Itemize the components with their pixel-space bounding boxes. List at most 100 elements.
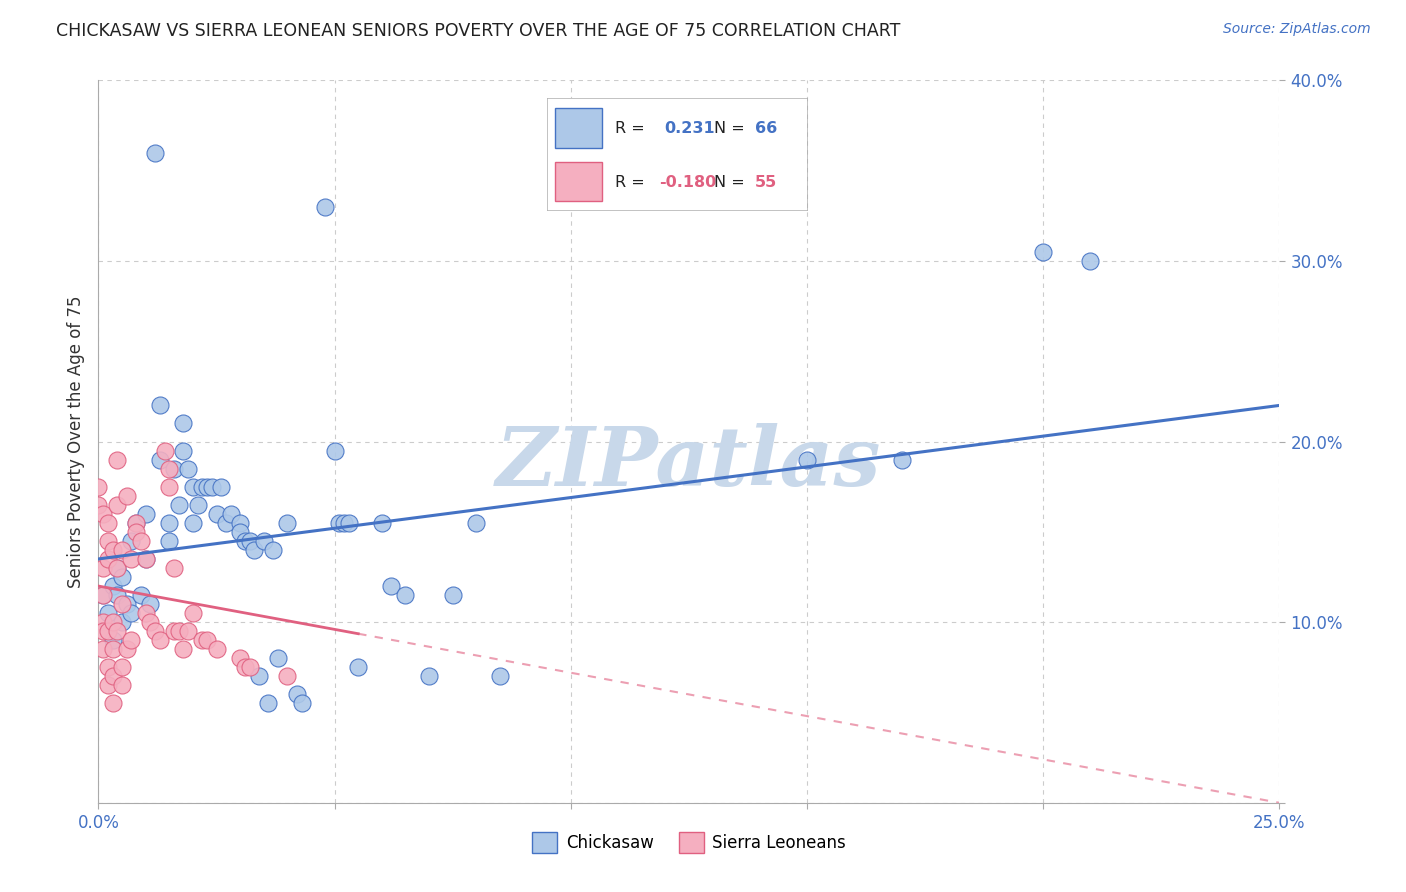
Point [135, 552, 157, 566]
Point [380, 579, 402, 593]
Point [97, 660, 120, 674]
Point [111, 660, 134, 674]
Point [111, 615, 134, 630]
Point [267, 651, 290, 665]
Point [101, 697, 124, 711]
Point [149, 633, 172, 648]
Point [97, 516, 120, 530]
Point [91, 588, 114, 602]
Point [97, 678, 120, 692]
Point [97, 606, 120, 620]
Point [91, 615, 114, 630]
Point [209, 480, 232, 494]
Point [181, 606, 204, 620]
Point [91, 588, 114, 602]
Point [890, 452, 912, 467]
Point [205, 642, 228, 657]
Point [121, 606, 143, 620]
Point [139, 597, 162, 611]
Point [201, 480, 224, 494]
Point [262, 542, 284, 557]
Point [314, 200, 336, 214]
Point [121, 552, 143, 566]
Point [177, 461, 200, 475]
Point [105, 452, 128, 467]
Point [105, 561, 128, 575]
Point [115, 597, 138, 611]
Point [243, 542, 266, 557]
Point [125, 524, 148, 539]
Text: Source: ZipAtlas.com: Source: ZipAtlas.com [1223, 22, 1371, 37]
Point [149, 452, 172, 467]
Point [191, 480, 214, 494]
Point [157, 533, 180, 548]
Point [257, 697, 280, 711]
Point [219, 507, 242, 521]
Point [125, 516, 148, 530]
Point [215, 516, 238, 530]
Legend: Chickasaw, Sierra Leoneans: Chickasaw, Sierra Leoneans [526, 826, 852, 860]
Point [229, 524, 252, 539]
Point [172, 642, 194, 657]
Point [290, 697, 312, 711]
Point [163, 561, 186, 575]
Point [135, 552, 157, 566]
Point [371, 516, 394, 530]
Point [91, 642, 114, 657]
Point [105, 624, 128, 639]
Point [97, 552, 120, 566]
Point [163, 461, 186, 475]
Point [149, 398, 172, 412]
Y-axis label: Seniors Poverty Over the Age of 75: Seniors Poverty Over the Age of 75 [66, 295, 84, 588]
Point [205, 507, 228, 521]
Point [285, 687, 308, 701]
Point [111, 570, 134, 584]
Point [276, 516, 298, 530]
Point [187, 498, 209, 512]
Point [195, 633, 218, 648]
Point [101, 642, 124, 657]
Point [115, 642, 138, 657]
Point [135, 606, 157, 620]
Point [129, 533, 152, 548]
Point [91, 624, 114, 639]
Point [139, 615, 162, 630]
Point [115, 489, 138, 503]
Point [167, 498, 190, 512]
Point [195, 480, 218, 494]
Point [233, 533, 256, 548]
Point [129, 588, 152, 602]
Point [135, 507, 157, 521]
Point [101, 579, 124, 593]
Point [143, 145, 166, 160]
Point [167, 624, 190, 639]
Point [105, 561, 128, 575]
Point [489, 669, 512, 683]
Point [101, 669, 124, 683]
Point [465, 516, 488, 530]
Point [253, 533, 276, 548]
Point [191, 633, 214, 648]
Point [111, 597, 134, 611]
Point [157, 480, 180, 494]
Point [333, 516, 356, 530]
Point [97, 624, 120, 639]
Point [172, 417, 194, 431]
Point [111, 678, 134, 692]
Point [181, 516, 204, 530]
Point [91, 507, 114, 521]
Point [796, 452, 818, 467]
Point [239, 533, 262, 548]
Point [105, 588, 128, 602]
Point [181, 480, 204, 494]
Point [441, 588, 464, 602]
Text: CHICKASAW VS SIERRA LEONEAN SENIORS POVERTY OVER THE AGE OF 75 CORRELATION CHART: CHICKASAW VS SIERRA LEONEAN SENIORS POVE… [56, 22, 901, 40]
Point [87, 480, 110, 494]
Text: ZIPatlas: ZIPatlas [496, 423, 882, 503]
Point [121, 633, 143, 648]
Point [101, 633, 124, 648]
Point [337, 516, 360, 530]
Point [229, 516, 252, 530]
Point [247, 669, 270, 683]
Point [121, 533, 143, 548]
